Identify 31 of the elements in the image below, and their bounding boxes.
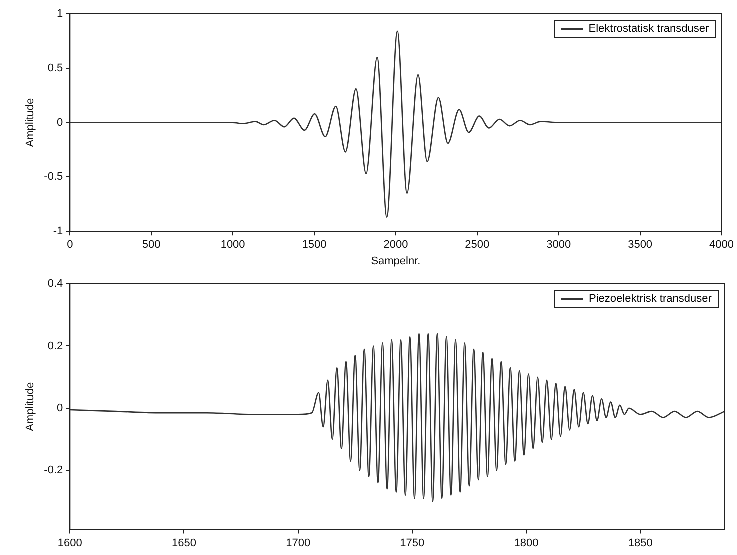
x-tick-label: 3500 — [628, 239, 653, 252]
y-tick-label: -1 — [53, 226, 64, 238]
x-tick-label: 2500 — [465, 239, 490, 252]
x-tick-label: 1000 — [220, 239, 246, 252]
x-tick-label: 500 — [142, 239, 161, 252]
x-axis-title: Sampelnr. — [371, 255, 421, 268]
y-tick-label: 0.5 — [48, 62, 64, 74]
y-axis-title: Amplitude — [24, 98, 37, 148]
legend-label: Piezoelektrisk transduser — [589, 293, 712, 305]
x-tick-label: 1600 — [58, 537, 82, 550]
line-series — [70, 30, 722, 218]
y-tick-label: -0.2 — [44, 464, 64, 477]
line-series — [70, 333, 725, 502]
x-tick-label: 1700 — [286, 537, 311, 550]
x-tick-label: 1650 — [172, 537, 196, 550]
y-tick-label: 1 — [57, 8, 64, 20]
legend-label: Elektrostatisk transduser — [588, 23, 710, 35]
x-tick-label: 4000 — [710, 239, 734, 252]
x-tick-label: 3000 — [546, 239, 572, 252]
x-tick-label: 1800 — [514, 537, 539, 550]
x-tick-label: 1500 — [302, 239, 327, 252]
y-tick-label: 0.4 — [48, 278, 64, 290]
y-tick-label: 0.2 — [48, 340, 64, 352]
y-tick-label: -0.5 — [44, 171, 64, 184]
y-axis-title: Amplitude — [24, 382, 37, 432]
x-tick-label: 2000 — [384, 239, 408, 252]
x-tick-label: 1750 — [400, 537, 425, 550]
x-tick-label: 1850 — [628, 537, 653, 550]
y-tick-label: 0 — [57, 402, 64, 414]
x-tick-label: 0 — [67, 239, 74, 252]
y-tick-label: 0 — [57, 116, 64, 129]
